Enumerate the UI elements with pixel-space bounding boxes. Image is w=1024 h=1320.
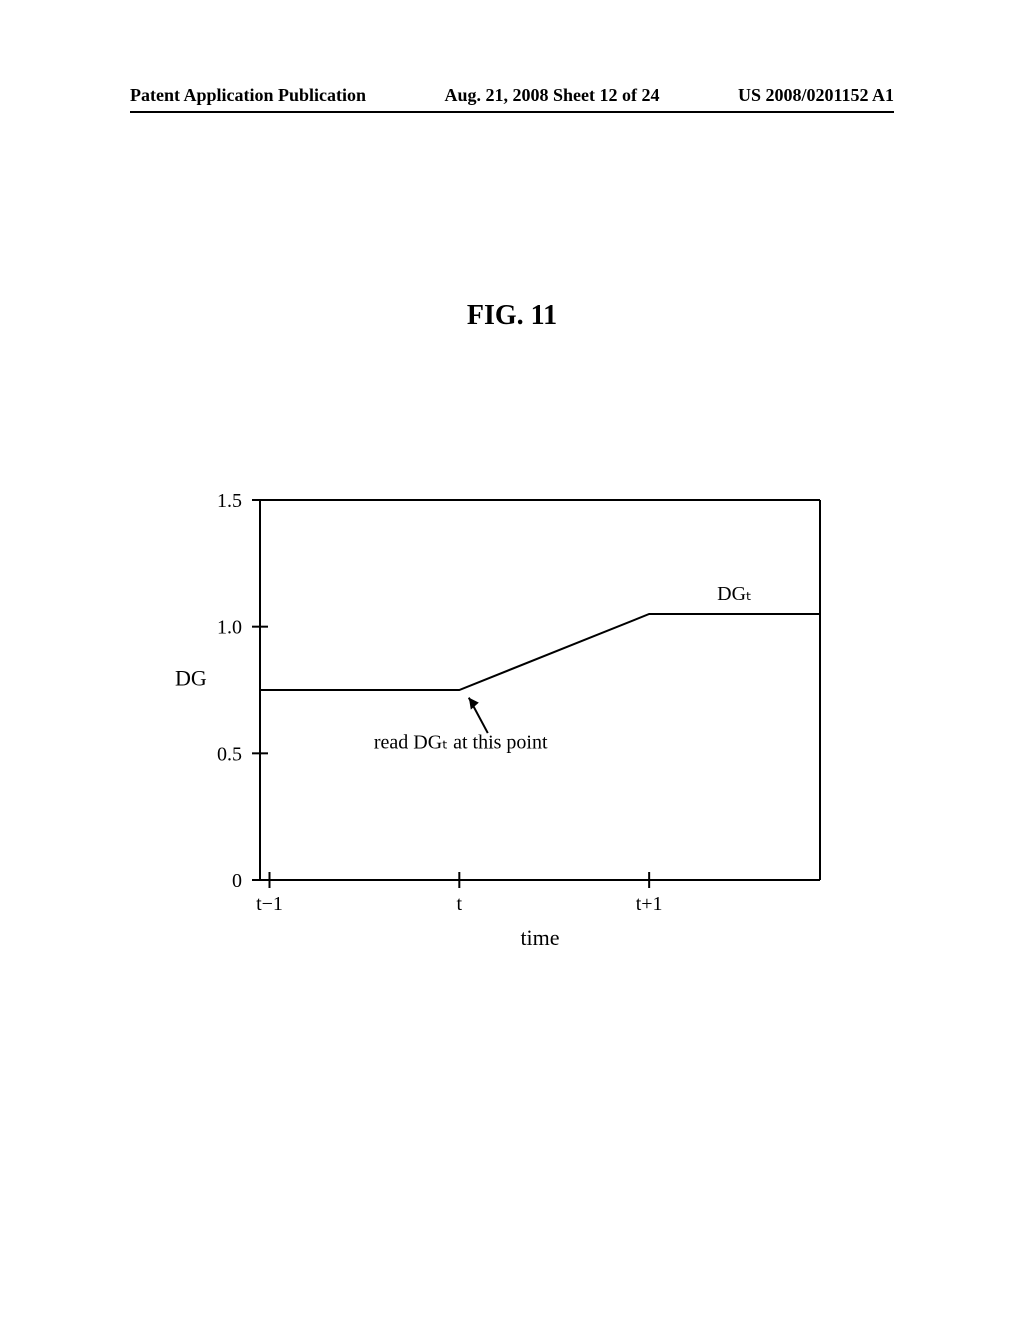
dg-time-chart: 0 0.5 1.0 1.5 t−1 t t+1 DGₜ read DGₜ at this poi…	[160, 460, 860, 960]
header-right: US 2008/0201152 A1	[738, 85, 894, 106]
svg-text:t+1: t+1	[636, 893, 663, 915]
svg-text:t−1: t−1	[256, 893, 283, 915]
svg-text:0.5: 0.5	[217, 743, 242, 765]
svg-text:time: time	[520, 925, 559, 950]
page-header: Patent Application Publication Aug. 21, …	[130, 85, 894, 113]
header-left: Patent Application Publication	[130, 85, 366, 106]
svg-text:0: 0	[232, 870, 242, 892]
header-center: Aug. 21, 2008 Sheet 12 of 24	[445, 85, 660, 106]
svg-text:DGₜ: DGₜ	[717, 583, 752, 605]
svg-text:1.5: 1.5	[217, 490, 242, 512]
svg-text:read DGₜ at this point: read DGₜ at this point	[374, 731, 548, 753]
svg-text:t: t	[457, 893, 463, 915]
chart-svg: 0 0.5 1.0 1.5 t−1 t t+1 DGₜ read DGₜ at this poi…	[160, 460, 860, 960]
svg-text:1.0: 1.0	[217, 617, 242, 639]
figure-title: FIG. 11	[0, 300, 1024, 332]
svg-text:DG: DG	[175, 665, 207, 690]
